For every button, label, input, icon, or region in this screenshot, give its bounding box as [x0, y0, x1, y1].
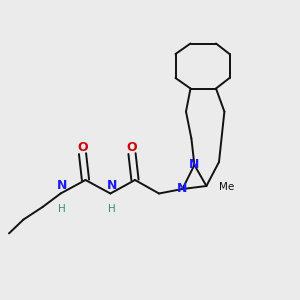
- Text: O: O: [127, 141, 137, 154]
- Text: H: H: [108, 204, 116, 214]
- Text: Me: Me: [219, 182, 234, 193]
- Text: N: N: [177, 182, 188, 196]
- Text: N: N: [107, 179, 117, 192]
- Text: O: O: [77, 141, 88, 154]
- Text: H: H: [58, 204, 66, 214]
- Text: N: N: [189, 158, 200, 172]
- Text: N: N: [57, 179, 67, 192]
